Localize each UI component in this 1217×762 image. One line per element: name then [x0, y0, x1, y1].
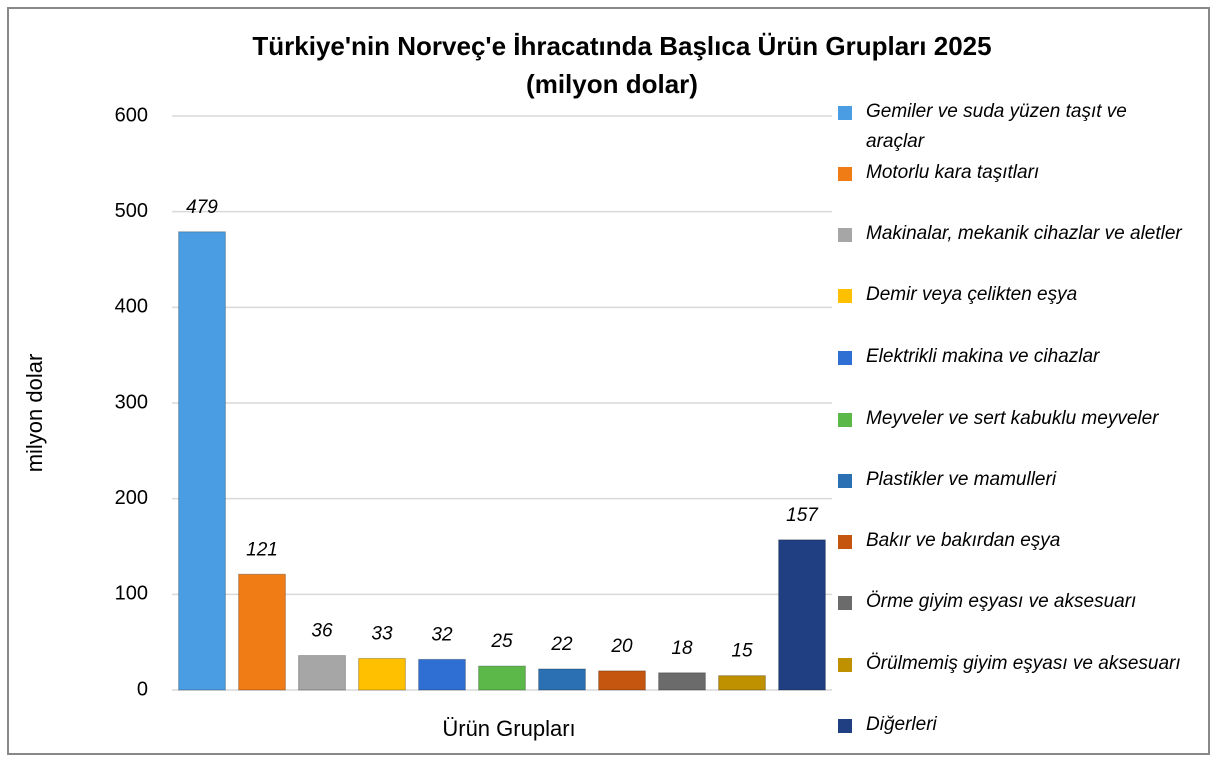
legend-item: Bakır ve bakırdan eşya: [838, 526, 1183, 556]
bar: [778, 539, 826, 691]
chart-title: Türkiye'nin Norveç'e İhracatında Başlıca…: [252, 31, 991, 61]
legend-item: Demir veya çelikten eşya: [838, 280, 1183, 310]
legend-swatch: [838, 658, 852, 672]
legend-item: Örme giyim eşyası ve aksesuarı: [838, 587, 1183, 617]
bar: [298, 655, 346, 691]
legend-swatch: [838, 106, 852, 120]
value-label: 25: [490, 631, 513, 652]
bar: [598, 670, 646, 691]
bar: [478, 665, 526, 691]
legend-label: Diğerleri: [866, 714, 937, 735]
legend-item: Motorlu kara taşıtları: [838, 158, 1183, 188]
legend-swatch: [838, 351, 852, 365]
legend-item: Plastikler ve mamulleri: [838, 465, 1183, 495]
legend-label: Bakır ve bakırdan eşya: [866, 530, 1061, 551]
legend-swatch: [838, 719, 852, 733]
value-label: 18: [671, 638, 693, 659]
legend-label: Makinalar, mekanik cihazlar ve aletler: [866, 223, 1182, 244]
value-label: 32: [431, 624, 453, 645]
legend-label: Motorlu kara taşıtları: [866, 162, 1040, 183]
y-tick-label: 0: [137, 678, 148, 700]
legend-label: Demir veya çelikten eşya: [866, 284, 1078, 305]
legend-item: Diğerleri: [838, 710, 1183, 740]
value-label: 33: [371, 623, 393, 644]
y-tick-label: 500: [115, 200, 148, 222]
y-axis-label: milyon dolar: [22, 354, 47, 473]
legend-label: Plastikler ve mamulleri: [866, 469, 1057, 490]
value-label: 22: [550, 634, 573, 655]
legend-item: Gemiler ve suda yüzen taşıt ve araçlar: [838, 97, 1183, 157]
bar: [538, 668, 586, 691]
legend-item: Makinalar, mekanik cihazlar ve aletler: [838, 219, 1183, 249]
legend-swatch: [838, 596, 852, 610]
bar: [658, 672, 706, 691]
value-label: 121: [246, 539, 278, 560]
legend-label: Örülmemiş giyim eşyası ve aksesuarı: [866, 653, 1181, 674]
legend-label: Örme giyim eşyası ve aksesuarı: [866, 591, 1137, 612]
y-tick-label: 200: [115, 487, 148, 509]
value-label: 479: [186, 197, 218, 218]
legend-swatch: [838, 474, 852, 488]
legend-item: Örülmemiş giyim eşyası ve aksesuarı: [838, 649, 1183, 679]
chart-subtitle: (milyon dolar): [526, 69, 698, 99]
bar: [718, 675, 766, 691]
legend-swatch: [838, 535, 852, 549]
legend-label: Gemiler ve suda yüzen taşıt ve araçlar: [866, 101, 1127, 152]
y-tick-label: 300: [115, 391, 148, 413]
y-tick-label: 600: [115, 104, 148, 126]
legend-item: Elektrikli makina ve cihazlar: [838, 342, 1183, 372]
value-label: 36: [311, 621, 333, 642]
bar: [178, 231, 226, 691]
legend-swatch: [838, 167, 852, 181]
bar: [358, 657, 406, 691]
legend-label: Elektrikli makina ve cihazlar: [866, 346, 1100, 367]
legend-swatch: [838, 289, 852, 303]
y-tick-label: 100: [115, 583, 148, 605]
legend-swatch: [838, 228, 852, 242]
value-label: 15: [731, 641, 753, 662]
value-label: 20: [610, 636, 633, 657]
legend-item: Meyveler ve sert kabuklu meyveler: [838, 404, 1183, 434]
y-tick-label: 400: [115, 296, 148, 318]
value-label: 157: [786, 505, 819, 526]
x-axis-label: Ürün Grupları: [442, 716, 575, 741]
bar: [418, 658, 466, 691]
bar: [238, 573, 286, 691]
legend-label: Meyveler ve sert kabuklu meyveler: [866, 408, 1159, 429]
legend-swatch: [838, 413, 852, 427]
